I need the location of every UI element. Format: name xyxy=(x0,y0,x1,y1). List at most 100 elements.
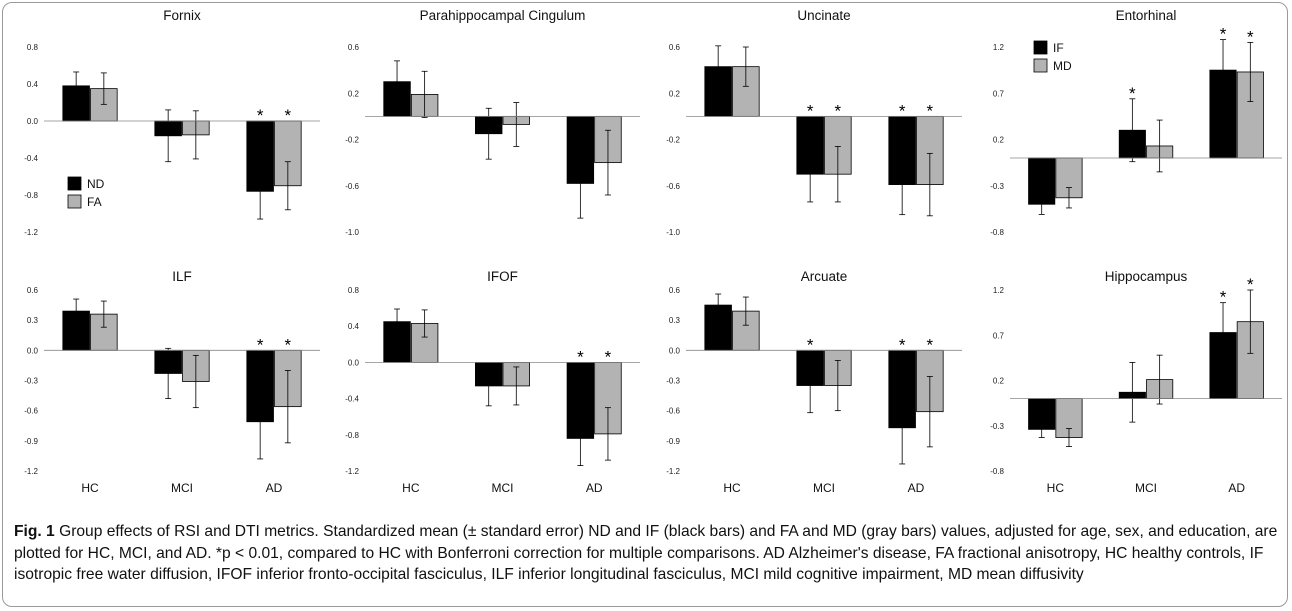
significance-star: * xyxy=(807,101,814,120)
significance-star: * xyxy=(1220,25,1227,44)
y-tick-label: 0.8 xyxy=(348,286,360,295)
x-category-label: AD xyxy=(266,481,283,495)
y-tick-label: -0.9 xyxy=(666,437,680,446)
x-category-label: MCI xyxy=(1135,481,1157,495)
y-tick-label: -0.6 xyxy=(345,182,359,191)
chart-title: Entorhinal xyxy=(1116,8,1177,23)
y-tick-label: -1.2 xyxy=(345,467,359,476)
y-tick-label: 1.2 xyxy=(993,286,1005,295)
y-tick-label: 0.2 xyxy=(348,89,360,98)
chart-title: Hippocampus xyxy=(1105,269,1188,284)
chart-title: Fornix xyxy=(163,8,201,23)
y-tick-label: 0.3 xyxy=(669,316,681,325)
x-category-label: MCI xyxy=(813,481,835,495)
x-category-label: HC xyxy=(723,481,741,495)
significance-star: * xyxy=(1220,288,1227,307)
significance-star: * xyxy=(257,335,264,354)
y-tick-label: -0.8 xyxy=(24,191,38,200)
legend-swatch xyxy=(67,194,82,209)
significance-star: * xyxy=(1247,27,1254,46)
caption-text: Group effects of RSI and DTI metrics. St… xyxy=(14,523,1278,583)
y-tick-label: 0.6 xyxy=(669,286,681,295)
y-tick-label: 0.8 xyxy=(27,43,39,52)
y-tick-label: -0.2 xyxy=(666,136,680,145)
y-tick-label: 0.0 xyxy=(27,117,39,126)
y-tick-label: 1.2 xyxy=(993,43,1005,52)
y-tick-label: -0.8 xyxy=(990,228,1004,237)
y-tick-label: -1.0 xyxy=(345,228,359,237)
significance-star: * xyxy=(257,106,264,125)
y-tick-label: 0.0 xyxy=(348,358,360,367)
legend-swatch xyxy=(1033,58,1048,73)
y-tick-label: -0.6 xyxy=(666,407,680,416)
significance-star: * xyxy=(605,347,612,366)
significance-star: * xyxy=(835,101,842,120)
y-tick-label: 0.0 xyxy=(27,346,39,355)
significance-star: * xyxy=(899,335,906,354)
y-tick-label: 0.4 xyxy=(348,322,360,331)
legend-label: IF xyxy=(1053,41,1064,55)
y-tick-label: -1.0 xyxy=(666,228,680,237)
y-tick-label: -0.3 xyxy=(24,377,38,386)
y-tick-label: -0.3 xyxy=(990,182,1004,191)
legend-label: FA xyxy=(87,195,102,209)
significance-star: * xyxy=(577,347,584,366)
x-category-label: AD xyxy=(908,481,925,495)
significance-star: * xyxy=(927,101,934,120)
chart-panel-fornix: Fornix 0.8 0.4 0.0 -0.4 -0.8 -1.2 * * ND FA xyxy=(24,8,320,237)
chart-title: Parahippocampal Cingulum xyxy=(420,8,586,23)
y-tick-label: 0.6 xyxy=(348,43,360,52)
y-tick-label: -1.2 xyxy=(24,228,38,237)
chart-panel-hippocampus: Hippocampus 1.2 0.7 0.2 -0.3 -0.8 * * HC MCI AD xyxy=(990,269,1282,495)
y-tick-label: -0.3 xyxy=(990,422,1004,431)
y-tick-label: 0.2 xyxy=(993,136,1005,145)
bar-md xyxy=(1236,321,1264,399)
figure-charts: Fornix 0.8 0.4 0.0 -0.4 -0.8 -1.2 * * ND FA Parahip… xyxy=(24,8,1282,495)
legend-label: ND xyxy=(87,177,105,191)
y-tick-label: 0.6 xyxy=(27,286,39,295)
y-tick-label: -0.2 xyxy=(345,136,359,145)
legend-label: MD xyxy=(1053,59,1072,73)
chart-panel-ilf: ILF 0.6 0.3 0.0 -0.3 -0.6 -0.9 -1.2 * * HC MCI AD xyxy=(24,269,320,495)
y-tick-label: -0.4 xyxy=(345,395,359,404)
chart-panel-entorhinal: Entorhinal 1.2 0.7 0.2 -0.3 -0.8 * * * IF MD xyxy=(990,8,1282,237)
x-category-label: HC xyxy=(402,481,420,495)
x-category-label: AD xyxy=(1228,481,1245,495)
chart-panel-uncinate: Uncinate 0.6 0.2 -0.2 -0.6 -1.0 * * * * xyxy=(666,8,962,237)
x-category-label: HC xyxy=(81,481,99,495)
x-category-label: MCI xyxy=(171,481,193,495)
x-category-label: AD xyxy=(586,481,603,495)
chart-panel-ifof: IFOF 0.8 0.4 0.0 -0.4 -0.8 -1.2 * * HC MCI AD xyxy=(345,269,640,495)
y-tick-label: 0.2 xyxy=(669,89,681,98)
y-tick-label: -0.3 xyxy=(666,377,680,386)
bar-nd xyxy=(566,361,595,439)
x-category-label: MCI xyxy=(492,481,514,495)
chart-panel-arcuate: Arcuate 0.6 0.3 0.0 -0.3 -0.6 -0.9 -1.2 * * * HC MCI… xyxy=(666,269,962,495)
significance-star: * xyxy=(285,106,292,125)
y-tick-label: 0.6 xyxy=(669,43,681,52)
y-tick-label: 0.3 xyxy=(27,316,39,325)
x-category-label: HC xyxy=(1047,481,1065,495)
figure-label: Fig. 1 xyxy=(14,523,55,540)
y-tick-label: -0.8 xyxy=(345,431,359,440)
y-tick-label: -1.2 xyxy=(666,467,680,476)
y-tick-label: -0.6 xyxy=(24,407,38,416)
significance-star: * xyxy=(927,335,934,354)
y-tick-label: 0.2 xyxy=(993,377,1005,386)
chart-title: Uncinate xyxy=(797,8,850,23)
significance-star: * xyxy=(899,101,906,120)
chart-title: ILF xyxy=(172,269,192,284)
significance-star: * xyxy=(807,335,814,354)
y-tick-label: 0.0 xyxy=(669,346,681,355)
chart-panel-parahippocampal-cingulum: Parahippocampal Cingulum 0.6 0.2 -0.2 -0.6 -1… xyxy=(345,8,640,237)
y-tick-label: 0.7 xyxy=(993,331,1005,340)
chart-title: IFOF xyxy=(487,269,518,284)
y-tick-label: 0.7 xyxy=(993,89,1005,98)
chart-title: Arcuate xyxy=(801,269,848,284)
legend-swatch xyxy=(67,176,82,191)
y-tick-label: -0.8 xyxy=(990,467,1004,476)
significance-star: * xyxy=(285,335,292,354)
y-tick-label: -0.9 xyxy=(24,437,38,446)
significance-star: * xyxy=(1247,275,1254,294)
